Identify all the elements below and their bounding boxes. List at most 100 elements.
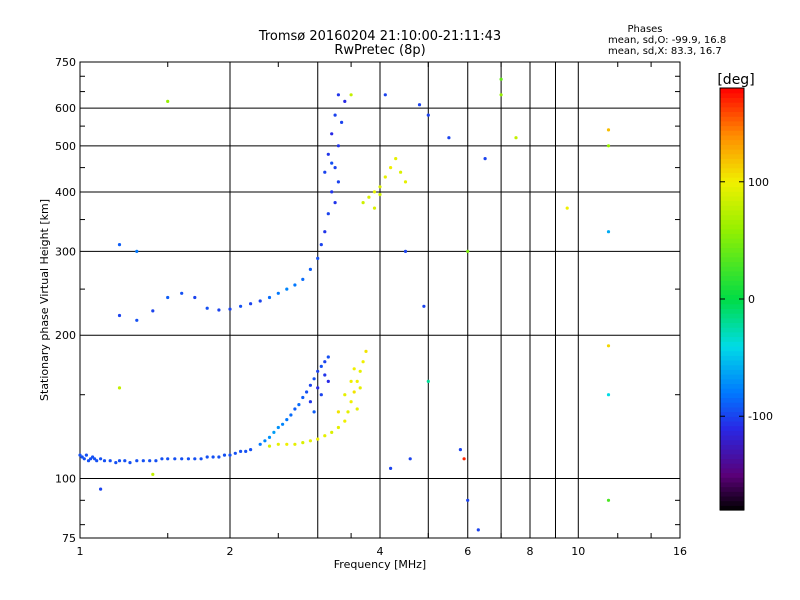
data-point (289, 413, 293, 417)
data-point (233, 451, 237, 455)
colorbar-segment (720, 195, 744, 202)
data-point (141, 459, 145, 463)
y-tick-label: 600 (55, 102, 76, 115)
colorbar-segment (720, 374, 744, 380)
colorbar-segment (720, 200, 744, 206)
colorbar-segment (720, 191, 744, 197)
x-tick-label: 16 (673, 545, 687, 558)
data-point (239, 304, 243, 308)
colorbar-segment (720, 359, 744, 366)
data-point (565, 206, 569, 210)
colorbar-segment (720, 458, 744, 464)
data-point (82, 457, 86, 461)
data-point (102, 459, 107, 463)
colorbar-segment (720, 434, 744, 441)
data-point (180, 457, 184, 461)
data-point (458, 448, 462, 452)
colorbar-segment (720, 303, 744, 309)
colorbar-segment (720, 270, 744, 277)
colorbar-segment (720, 233, 744, 239)
chart-subtitle: RwPretec (8p) (334, 43, 425, 58)
data-point (349, 400, 353, 404)
x-tick-label: 4 (377, 545, 384, 558)
data-point (308, 400, 312, 404)
data-point (293, 283, 297, 287)
data-point (239, 449, 243, 453)
data-point (154, 459, 158, 463)
data-point (352, 367, 356, 371)
data-point (336, 425, 340, 430)
colorbar-segment (720, 439, 744, 445)
colorbar-segment (720, 491, 744, 497)
data-point (301, 277, 305, 281)
data-point (166, 99, 170, 103)
colorbar-segment (720, 481, 744, 488)
data-point (316, 386, 320, 390)
colorbar-segment (720, 477, 744, 483)
data-point (330, 430, 334, 434)
y-axis-label: Stationary phase Virtual Height [km] (38, 199, 51, 401)
colorbar-segment (720, 500, 744, 506)
data-point (308, 267, 312, 271)
data-point (117, 386, 122, 390)
data-point (249, 302, 253, 306)
colorbar-segment (720, 116, 744, 122)
data-point (333, 201, 337, 205)
data-point (323, 373, 327, 377)
colorbar-segment (720, 364, 744, 370)
data-point (301, 441, 305, 445)
colorbar-segment (720, 261, 744, 267)
data-point (323, 360, 327, 364)
data-point (267, 435, 272, 439)
colorbar-segment (720, 331, 744, 338)
colorbar-segment (720, 92, 744, 98)
data-point (293, 407, 297, 411)
colorbar-segment (720, 223, 744, 230)
colorbar-segment (720, 308, 744, 314)
data-point (267, 444, 272, 448)
data-point (173, 457, 177, 461)
stats-line-x: mean, sd,X: 83.3, 16.7 (608, 46, 722, 57)
y-tick-label: 100 (55, 473, 76, 486)
colorbar-segment (720, 163, 744, 169)
data-point (205, 455, 209, 459)
colorbar-segment (720, 453, 744, 460)
colorbar-segment (720, 252, 744, 258)
colorbar-segment (720, 444, 744, 450)
data-point (372, 190, 377, 194)
data-point (193, 295, 197, 300)
colorbar-segment (720, 341, 744, 347)
colorbar-segment (720, 472, 744, 478)
data-point (205, 306, 209, 310)
data-point (93, 457, 97, 461)
colorbar-segment (720, 181, 744, 188)
data-point (117, 243, 122, 247)
colorbar-segment (720, 327, 744, 333)
data-point (330, 132, 334, 136)
data-point (349, 379, 353, 383)
data-point (323, 230, 327, 234)
colorbar-segment (720, 209, 744, 216)
colorbar-segment (720, 402, 744, 408)
colorbar-segment (720, 177, 744, 183)
data-point (343, 393, 347, 397)
colorbar-segment (720, 242, 744, 249)
y-tick-label: 400 (55, 186, 76, 199)
y-tick-label: 500 (55, 140, 76, 153)
data-point (285, 418, 289, 422)
data-point (316, 369, 320, 373)
colorbar-segment (720, 186, 744, 192)
colorbar-segment (720, 463, 744, 469)
data-point (372, 206, 377, 210)
data-point (285, 287, 289, 291)
data-point (343, 419, 347, 423)
data-point (326, 355, 330, 359)
data-point (606, 144, 611, 148)
data-point (186, 457, 190, 461)
data-point (135, 459, 139, 463)
data-point (319, 364, 323, 368)
data-point (276, 425, 280, 430)
data-point (222, 453, 227, 457)
data-point (99, 487, 103, 491)
data-point (217, 308, 221, 312)
